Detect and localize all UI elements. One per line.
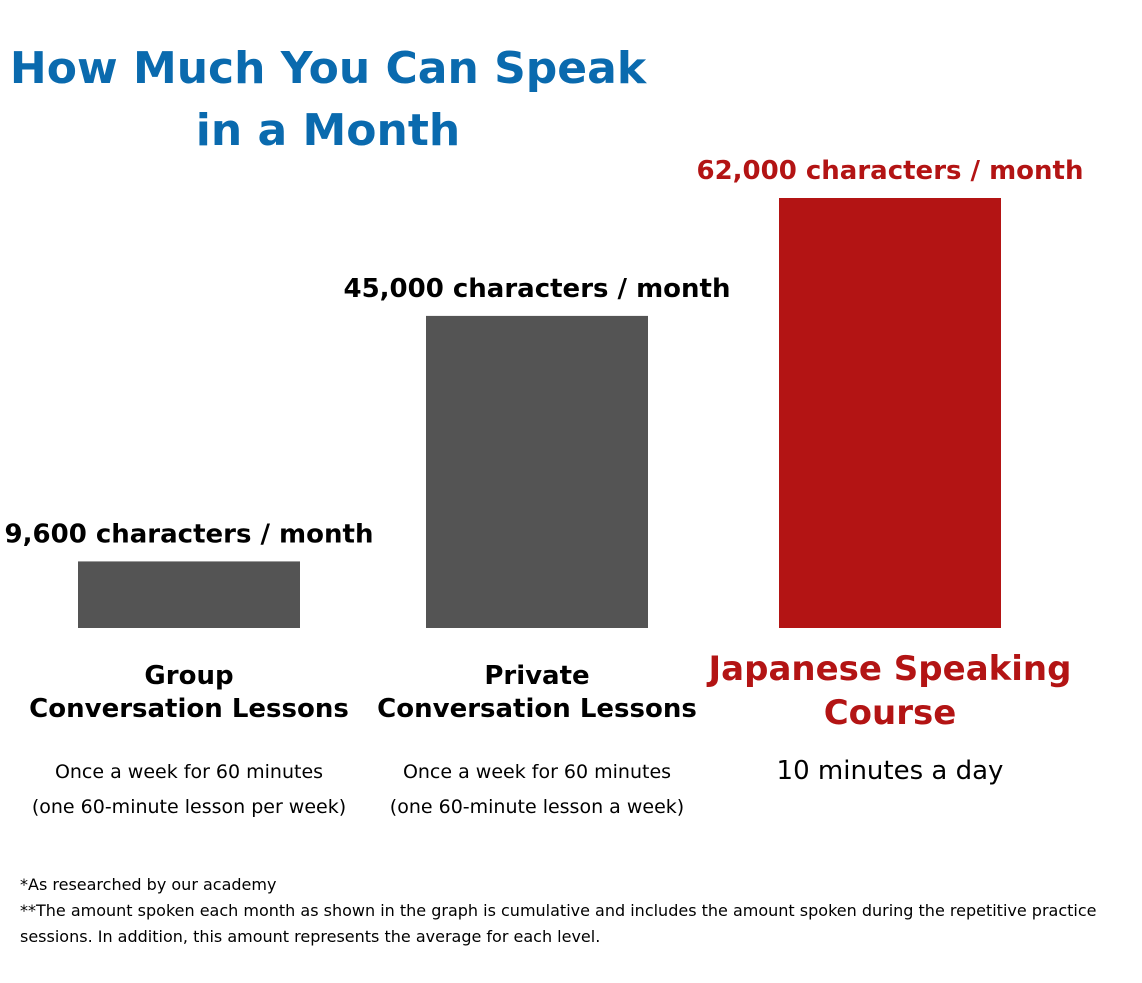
category-label-2-line-2: Conversation Lessons (377, 694, 697, 724)
description-2: Once a week for 60 minutes (one 60-minute… (337, 755, 737, 825)
footnote-1: *As researched by our academy (20, 875, 277, 894)
value-label-3: 62,000 characters / month (697, 156, 1084, 186)
description-2-line-2: (one 60-minute lesson a week) (389, 796, 685, 818)
bar-1 (78, 561, 300, 628)
value-label-2: 45,000 characters / month (344, 274, 731, 304)
category-label-1-line-2: Conversation Lessons (29, 694, 349, 724)
description-2-line-1: Once a week for 60 minutes (402, 761, 672, 783)
category-label-3-line-2: Course (823, 693, 957, 733)
footnote-2: **The amount spoken each month as shown … (20, 901, 1097, 946)
description-1-line-1: Once a week for 60 minutes (54, 761, 324, 783)
category-label-2-line-1: Private (484, 661, 590, 691)
description-3-line-1: 10 minutes a day (776, 756, 1004, 786)
description-3: 10 minutes a day (690, 754, 1090, 788)
category-label-3-line-1: Japanese Speaking (708, 649, 1072, 689)
description-1-line-2: (one 60-minute lesson per week) (31, 796, 347, 818)
chart-title: How Much You Can Speak in a Month (0, 38, 656, 162)
category-label-1-line-1: Group (144, 661, 234, 691)
category-label-1: Group Conversation Lessons (0, 660, 389, 726)
footnotes: *As researched by our academy **The amou… (20, 872, 1120, 950)
chart-title-line-1: How Much You Can Speak (9, 43, 647, 94)
value-label-1: 9,600 characters / month (5, 519, 374, 549)
category-label-3: Japanese Speaking Course (690, 647, 1090, 735)
category-label-2: Private Conversation Lessons (337, 660, 737, 726)
description-1: Once a week for 60 minutes (one 60-minute… (0, 755, 389, 825)
bar-3 (779, 198, 1001, 628)
bar-2 (426, 315, 648, 628)
chart-title-line-2: in a Month (195, 105, 461, 156)
